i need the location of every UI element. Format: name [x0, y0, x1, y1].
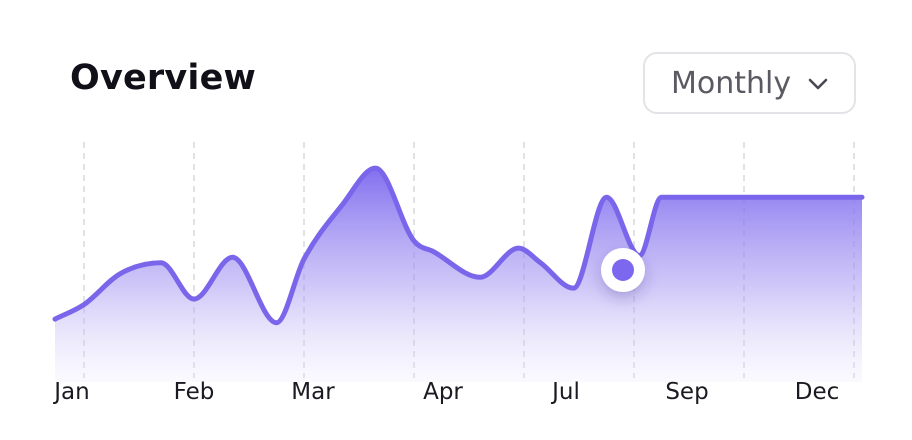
- chevron-down-icon: [808, 78, 828, 90]
- data-point: [758, 194, 764, 200]
- data-point: [431, 249, 437, 255]
- data-point: [301, 256, 307, 262]
- data-point: [604, 194, 610, 200]
- x-tick-label: Apr: [423, 379, 463, 405]
- data-point: [703, 194, 709, 200]
- x-tick-label: Jan: [52, 379, 89, 405]
- data-point: [191, 296, 197, 302]
- series-line: [52, 165, 865, 326]
- area-fill: [55, 168, 862, 382]
- data-point: [158, 260, 164, 266]
- data-point: [686, 194, 692, 200]
- data-point: [274, 320, 280, 326]
- x-tick-label: Dec: [795, 379, 840, 405]
- highlight-point[interactable]: [612, 259, 634, 281]
- x-tick-label: Feb: [174, 379, 215, 405]
- data-point: [538, 260, 544, 266]
- x-tick-label: Mar: [291, 379, 335, 405]
- data-point: [736, 194, 742, 200]
- data-point: [477, 274, 483, 280]
- period-dropdown-value: Monthly: [671, 65, 792, 101]
- data-point: [851, 194, 857, 200]
- data-point: [796, 194, 802, 200]
- period-dropdown[interactable]: Monthly: [643, 52, 856, 114]
- data-point: [411, 238, 417, 244]
- data-point: [571, 285, 577, 291]
- x-tick-label: Sep: [665, 379, 708, 405]
- data-point: [659, 194, 665, 200]
- data-point: [373, 165, 379, 171]
- page-title: Overview: [70, 58, 257, 98]
- data-point: [230, 254, 236, 260]
- data-point: [340, 202, 346, 208]
- data-point: [117, 271, 123, 277]
- x-tick-label: Jul: [550, 379, 580, 405]
- data-point: [81, 302, 87, 308]
- data-point: [516, 245, 522, 251]
